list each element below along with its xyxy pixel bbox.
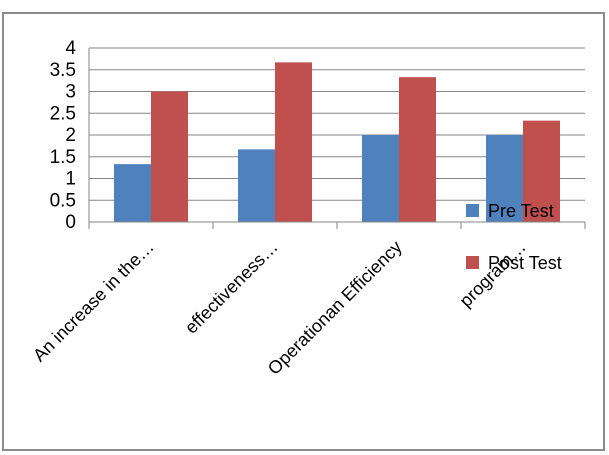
- bar-pre-test: [114, 164, 151, 222]
- x-tick-label: effectiveness…: [181, 237, 282, 338]
- y-tick-label: 0.5: [50, 190, 76, 211]
- legend-label: Pre Test: [488, 201, 554, 221]
- bar-pre-test: [486, 135, 523, 222]
- y-tick-label: 1: [65, 169, 76, 190]
- x-tick-labels: An increase in the… effectiveness…Operati…: [29, 222, 586, 379]
- bar-post-test: [399, 77, 436, 223]
- legend: Pre Test Post Test: [466, 201, 562, 273]
- x-tick-label: Operationan Efficiency: [264, 237, 406, 379]
- y-tick-label: 2: [65, 125, 76, 146]
- legend-label: Post Test: [488, 253, 562, 273]
- bar-post-test: [275, 62, 312, 223]
- y-tick-label: 4: [65, 38, 76, 59]
- bar-post-test: [523, 120, 560, 222]
- x-tick-label: program…: [456, 237, 530, 311]
- y-tick-label: 0: [65, 212, 76, 233]
- bar-pre-test: [362, 135, 399, 222]
- x-tick-label: An increase in the…: [29, 237, 158, 366]
- bar-post-test: [151, 91, 188, 222]
- legend-swatch: [466, 204, 479, 217]
- bars: [114, 62, 560, 223]
- y-tick-label: 2.5: [50, 103, 76, 124]
- legend-swatch: [466, 256, 479, 269]
- y-tick-label: 3: [65, 82, 76, 103]
- y-tick-labels: 00.511.522.533.54: [50, 38, 77, 233]
- y-tick-label: 3.5: [50, 60, 76, 81]
- y-tick-label: 1.5: [50, 147, 76, 168]
- bar-pre-test: [238, 149, 275, 222]
